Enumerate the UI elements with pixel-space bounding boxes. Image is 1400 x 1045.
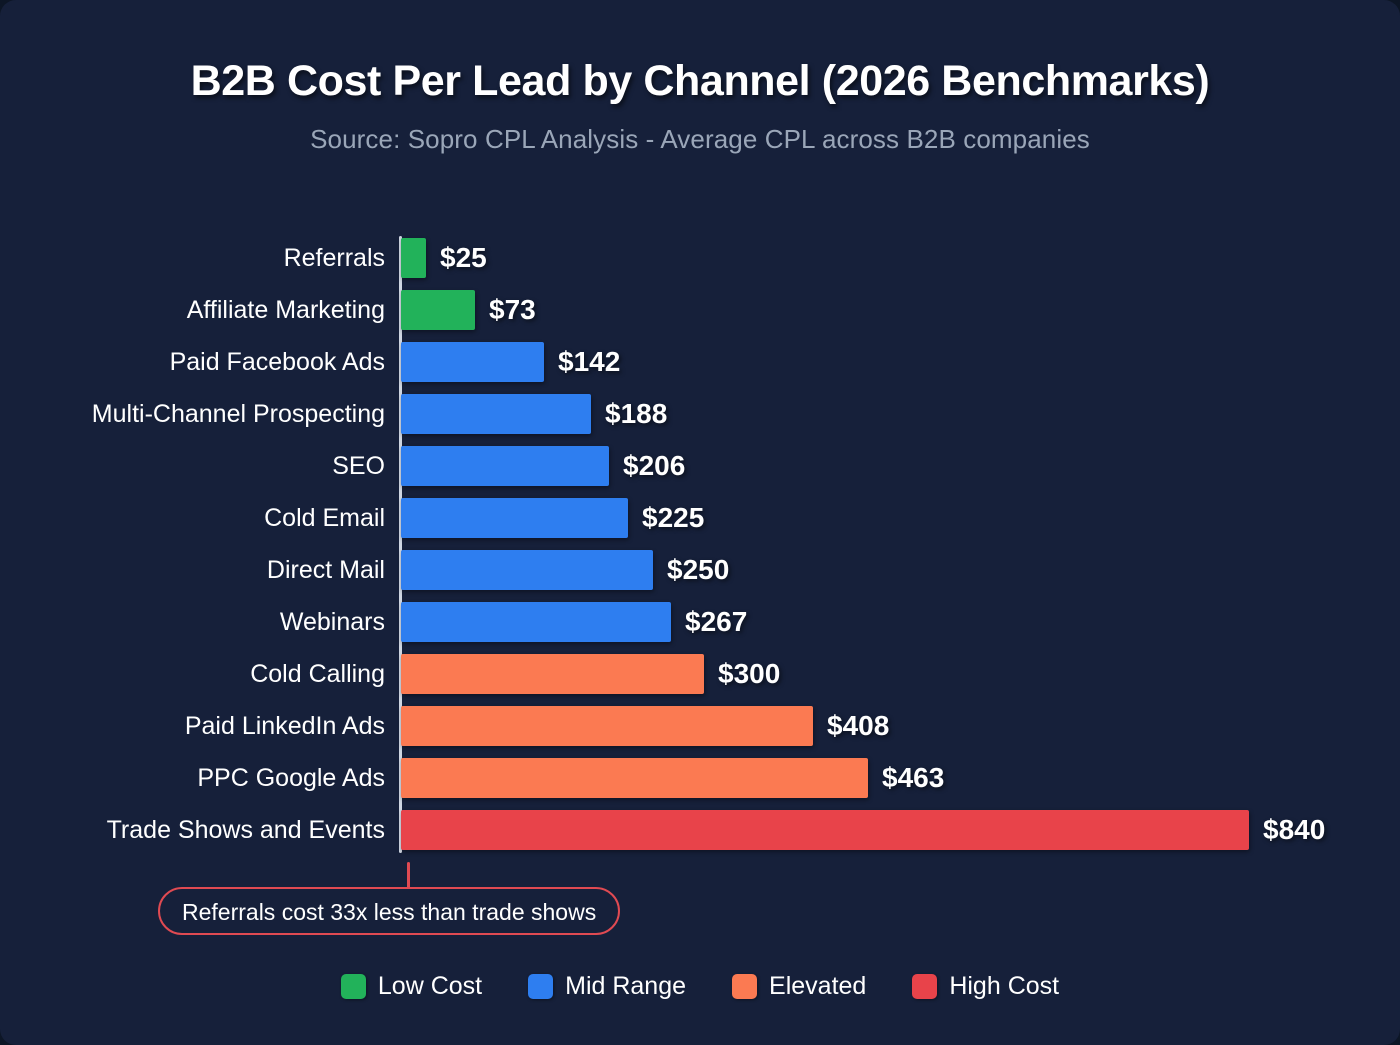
bar-category-label: Webinars bbox=[279, 608, 385, 636]
bar-row: PPC Google Ads $463 bbox=[0, 758, 1400, 810]
bar bbox=[401, 394, 591, 434]
annotation-text: Referrals cost 33x less than trade shows bbox=[158, 887, 621, 935]
bar-category-label: Multi-Channel Prospecting bbox=[91, 400, 385, 428]
bar-value-label: $25 bbox=[440, 242, 487, 273]
chart-subtitle: Source: Sopro CPL Analysis - Average CPL… bbox=[310, 124, 1090, 155]
bar bbox=[401, 810, 1249, 850]
legend-swatch-icon bbox=[732, 974, 758, 999]
bar-category-label: SEO bbox=[332, 452, 385, 480]
annotation-connector-line bbox=[407, 862, 410, 889]
bar-row: SEO $206 bbox=[0, 446, 1400, 498]
bar bbox=[401, 654, 704, 694]
legend-swatch-icon bbox=[340, 974, 366, 999]
legend-item[interactable]: Low Cost bbox=[340, 972, 483, 1001]
bar bbox=[401, 498, 628, 538]
bar-value-label: $142 bbox=[558, 346, 621, 377]
bar-row: Trade Shows and Events $840 bbox=[0, 810, 1400, 862]
bar bbox=[401, 446, 609, 486]
legend-item[interactable]: Mid Range bbox=[528, 972, 686, 1001]
bar-value-label: $267 bbox=[685, 606, 748, 637]
bar bbox=[401, 706, 813, 746]
bar-value-label: $300 bbox=[718, 658, 781, 689]
bar bbox=[401, 602, 671, 642]
bar-category-label: Affiliate Marketing bbox=[186, 296, 385, 324]
bar bbox=[401, 758, 868, 798]
bar-value-label: $206 bbox=[623, 450, 686, 481]
bar-row: Direct Mail $250 bbox=[0, 550, 1400, 602]
legend-label: Elevated bbox=[769, 972, 867, 1000]
bar-category-label: Paid Facebook Ads bbox=[169, 348, 385, 376]
bar-value-label: $73 bbox=[489, 294, 536, 325]
bar-category-label: Cold Calling bbox=[250, 660, 385, 688]
legend-label: Mid Range bbox=[565, 972, 687, 1000]
bar-row: Affiliate Marketing $73 bbox=[0, 290, 1400, 342]
bar-value-label: $840 bbox=[1263, 814, 1326, 845]
bar-value-label: $188 bbox=[605, 398, 668, 429]
bar-row: Cold Calling $300 bbox=[0, 654, 1400, 706]
legend-label: High Cost bbox=[949, 972, 1060, 1000]
bar-value-label: $250 bbox=[667, 554, 730, 585]
chart-header: B2B Cost Per Lead by Channel (2026 Bench… bbox=[0, 0, 1400, 155]
bar-row: Webinars $267 bbox=[0, 602, 1400, 654]
bar-row: Referrals $25 bbox=[0, 238, 1400, 290]
bar-row: Paid LinkedIn Ads $408 bbox=[0, 706, 1400, 758]
bar-category-label: Trade Shows and Events bbox=[106, 816, 385, 844]
bar-row: Multi-Channel Prospecting $188 bbox=[0, 394, 1400, 446]
bar bbox=[401, 290, 475, 330]
bar-value-label: $408 bbox=[827, 710, 890, 741]
bar-category-label: Paid LinkedIn Ads bbox=[184, 712, 385, 740]
y-axis-line bbox=[399, 236, 402, 853]
bar-row: Cold Email $225 bbox=[0, 498, 1400, 550]
legend-item[interactable]: Elevated bbox=[732, 972, 866, 1001]
chart-legend: Low Cost Mid Range Elevated High Cost bbox=[0, 972, 1400, 1001]
bar-category-label: PPC Google Ads bbox=[197, 764, 385, 792]
bar-category-label: Referrals bbox=[283, 244, 385, 272]
bar-value-label: $463 bbox=[882, 762, 945, 793]
bar-category-label: Direct Mail bbox=[266, 556, 385, 584]
bar bbox=[401, 342, 544, 382]
legend-swatch-icon bbox=[528, 974, 554, 999]
legend-swatch-icon bbox=[912, 974, 938, 999]
bar bbox=[401, 550, 653, 590]
bar-category-label: Cold Email bbox=[264, 504, 385, 532]
legend-item[interactable]: High Cost bbox=[912, 972, 1059, 1001]
bar-row: Paid Facebook Ads $142 bbox=[0, 342, 1400, 394]
bar-value-label: $225 bbox=[642, 502, 705, 533]
bar bbox=[401, 238, 426, 278]
chart-title: B2B Cost Per Lead by Channel (2026 Bench… bbox=[190, 57, 1210, 105]
legend-label: Low Cost bbox=[377, 972, 483, 1000]
plot-area: Referrals $25 Affiliate Marketing $73 Paid F… bbox=[0, 228, 1400, 856]
